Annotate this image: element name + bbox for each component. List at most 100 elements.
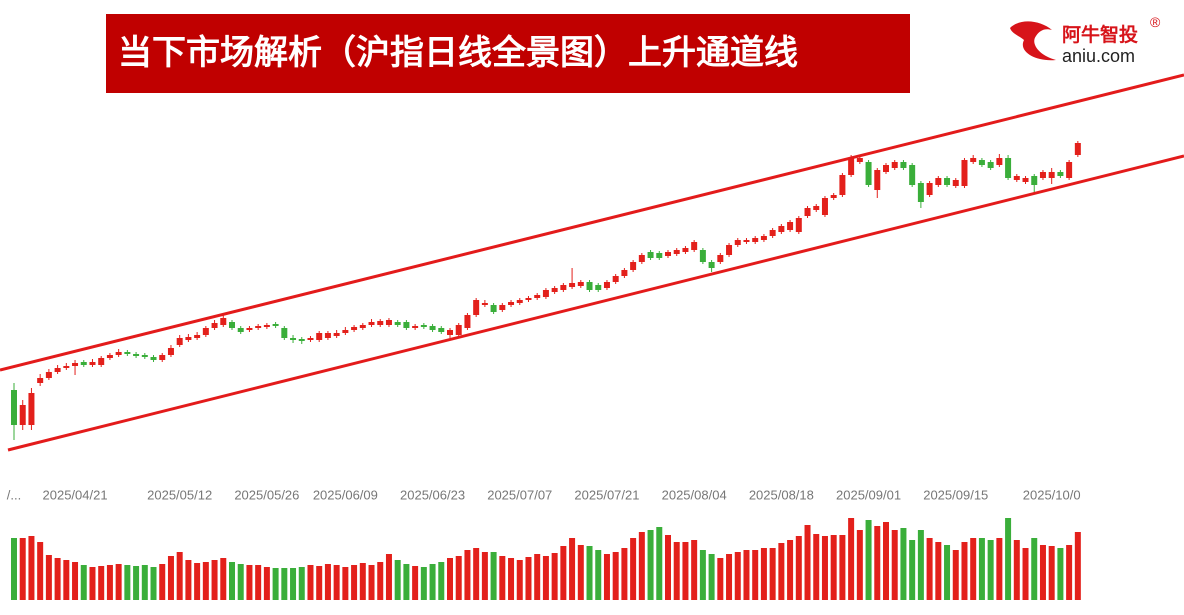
volume-bar [1022, 548, 1029, 600]
volume-bar [743, 550, 750, 600]
volume-bar [473, 548, 480, 600]
volume-bar [220, 558, 227, 600]
candle-body [987, 162, 994, 168]
candle-body [1074, 143, 1081, 155]
volume-bar [760, 548, 767, 600]
candle-body [298, 339, 305, 341]
volume-bar [324, 564, 331, 600]
volume-bar [351, 565, 358, 600]
volume-bar [115, 564, 122, 600]
volume-bar [769, 548, 776, 600]
candle-body [638, 255, 645, 262]
volume-bar [560, 546, 567, 600]
volume-bar [72, 562, 79, 600]
volume-bar [621, 548, 628, 600]
candle-body [19, 405, 26, 425]
volume-bar [272, 568, 279, 600]
candle-body [821, 198, 828, 215]
volume-bar [839, 535, 846, 600]
candle-body [961, 160, 968, 186]
candle-body [229, 322, 235, 328]
candle-body [63, 366, 70, 368]
volume-bar [848, 518, 855, 600]
volume-bar [368, 565, 375, 600]
candle-body [586, 282, 593, 290]
candle-body [691, 242, 698, 250]
candle-body [438, 328, 445, 332]
x-tick-label: 2025/05/26 [234, 487, 299, 502]
volume-bar [19, 538, 26, 600]
candle-body [1005, 158, 1012, 178]
candle-body [856, 158, 863, 162]
volume-bar [176, 552, 183, 600]
candle-body [551, 288, 558, 292]
volume-bar [150, 567, 157, 600]
volume-bar [263, 567, 270, 600]
volume-bar [595, 550, 602, 600]
candle-body [734, 240, 741, 245]
candle-body [420, 325, 427, 327]
candle-body [429, 326, 436, 330]
volume-bar [167, 556, 174, 600]
volume-bar [961, 542, 968, 600]
candle-body [525, 298, 532, 300]
volume-bar [237, 564, 244, 600]
volume-bar [11, 538, 17, 600]
volume-bar [830, 535, 837, 600]
volume-bar [821, 536, 828, 600]
logo-domain: aniu.com [1062, 46, 1136, 66]
candle-body [656, 253, 663, 258]
candle-body [316, 333, 323, 340]
candle-body [577, 282, 584, 286]
candle-body [647, 252, 654, 258]
candle-body [952, 180, 959, 186]
volume-bar [952, 550, 959, 600]
volume-bar [944, 545, 951, 600]
candle-body [133, 354, 140, 356]
volume-bar [385, 554, 392, 600]
volume-bar [987, 540, 994, 600]
volume-bar [630, 538, 637, 600]
candle-body [447, 330, 453, 335]
volume-bar [752, 550, 759, 600]
volume-bar [333, 565, 340, 600]
candle-body [1048, 172, 1055, 178]
candle-body [290, 338, 297, 340]
candle-body [220, 318, 227, 325]
volume-bar [699, 550, 706, 600]
candle-body [682, 248, 689, 252]
volume-bar [1013, 540, 1020, 600]
volume-bar [787, 540, 794, 600]
candle-body [394, 322, 401, 325]
candle-body [464, 315, 471, 328]
volume-bar [499, 556, 506, 600]
x-tick-label: 2025/06/09 [313, 487, 378, 502]
candle-body [211, 323, 218, 328]
volume-bar [89, 567, 96, 600]
volume-bar [106, 565, 113, 600]
volume-bar [891, 530, 898, 600]
volume-bar [525, 557, 532, 600]
x-tick-label: 2025/10/0 [1023, 487, 1081, 502]
volume-bar [508, 558, 515, 600]
volume-bar [778, 543, 785, 600]
volume-bar [185, 560, 192, 600]
candle-body [490, 305, 497, 312]
candle-body [473, 300, 480, 315]
candle-body [795, 218, 802, 232]
volume-bar [603, 554, 610, 600]
x-tick-label: 2025/07/07 [487, 487, 552, 502]
candle-body [839, 175, 846, 195]
candle-body [508, 302, 515, 305]
candle-body [1022, 178, 1029, 182]
x-tick-label: 2025/09/01 [836, 487, 901, 502]
candle-body [194, 335, 201, 338]
candle-body [481, 303, 488, 305]
candle-body [385, 320, 392, 325]
candle-body [1013, 176, 1020, 180]
candle-body [996, 158, 1003, 165]
candle-body [106, 355, 113, 358]
volume-bar [726, 554, 733, 600]
volume-bar [569, 538, 576, 600]
volume-bar [211, 560, 218, 600]
